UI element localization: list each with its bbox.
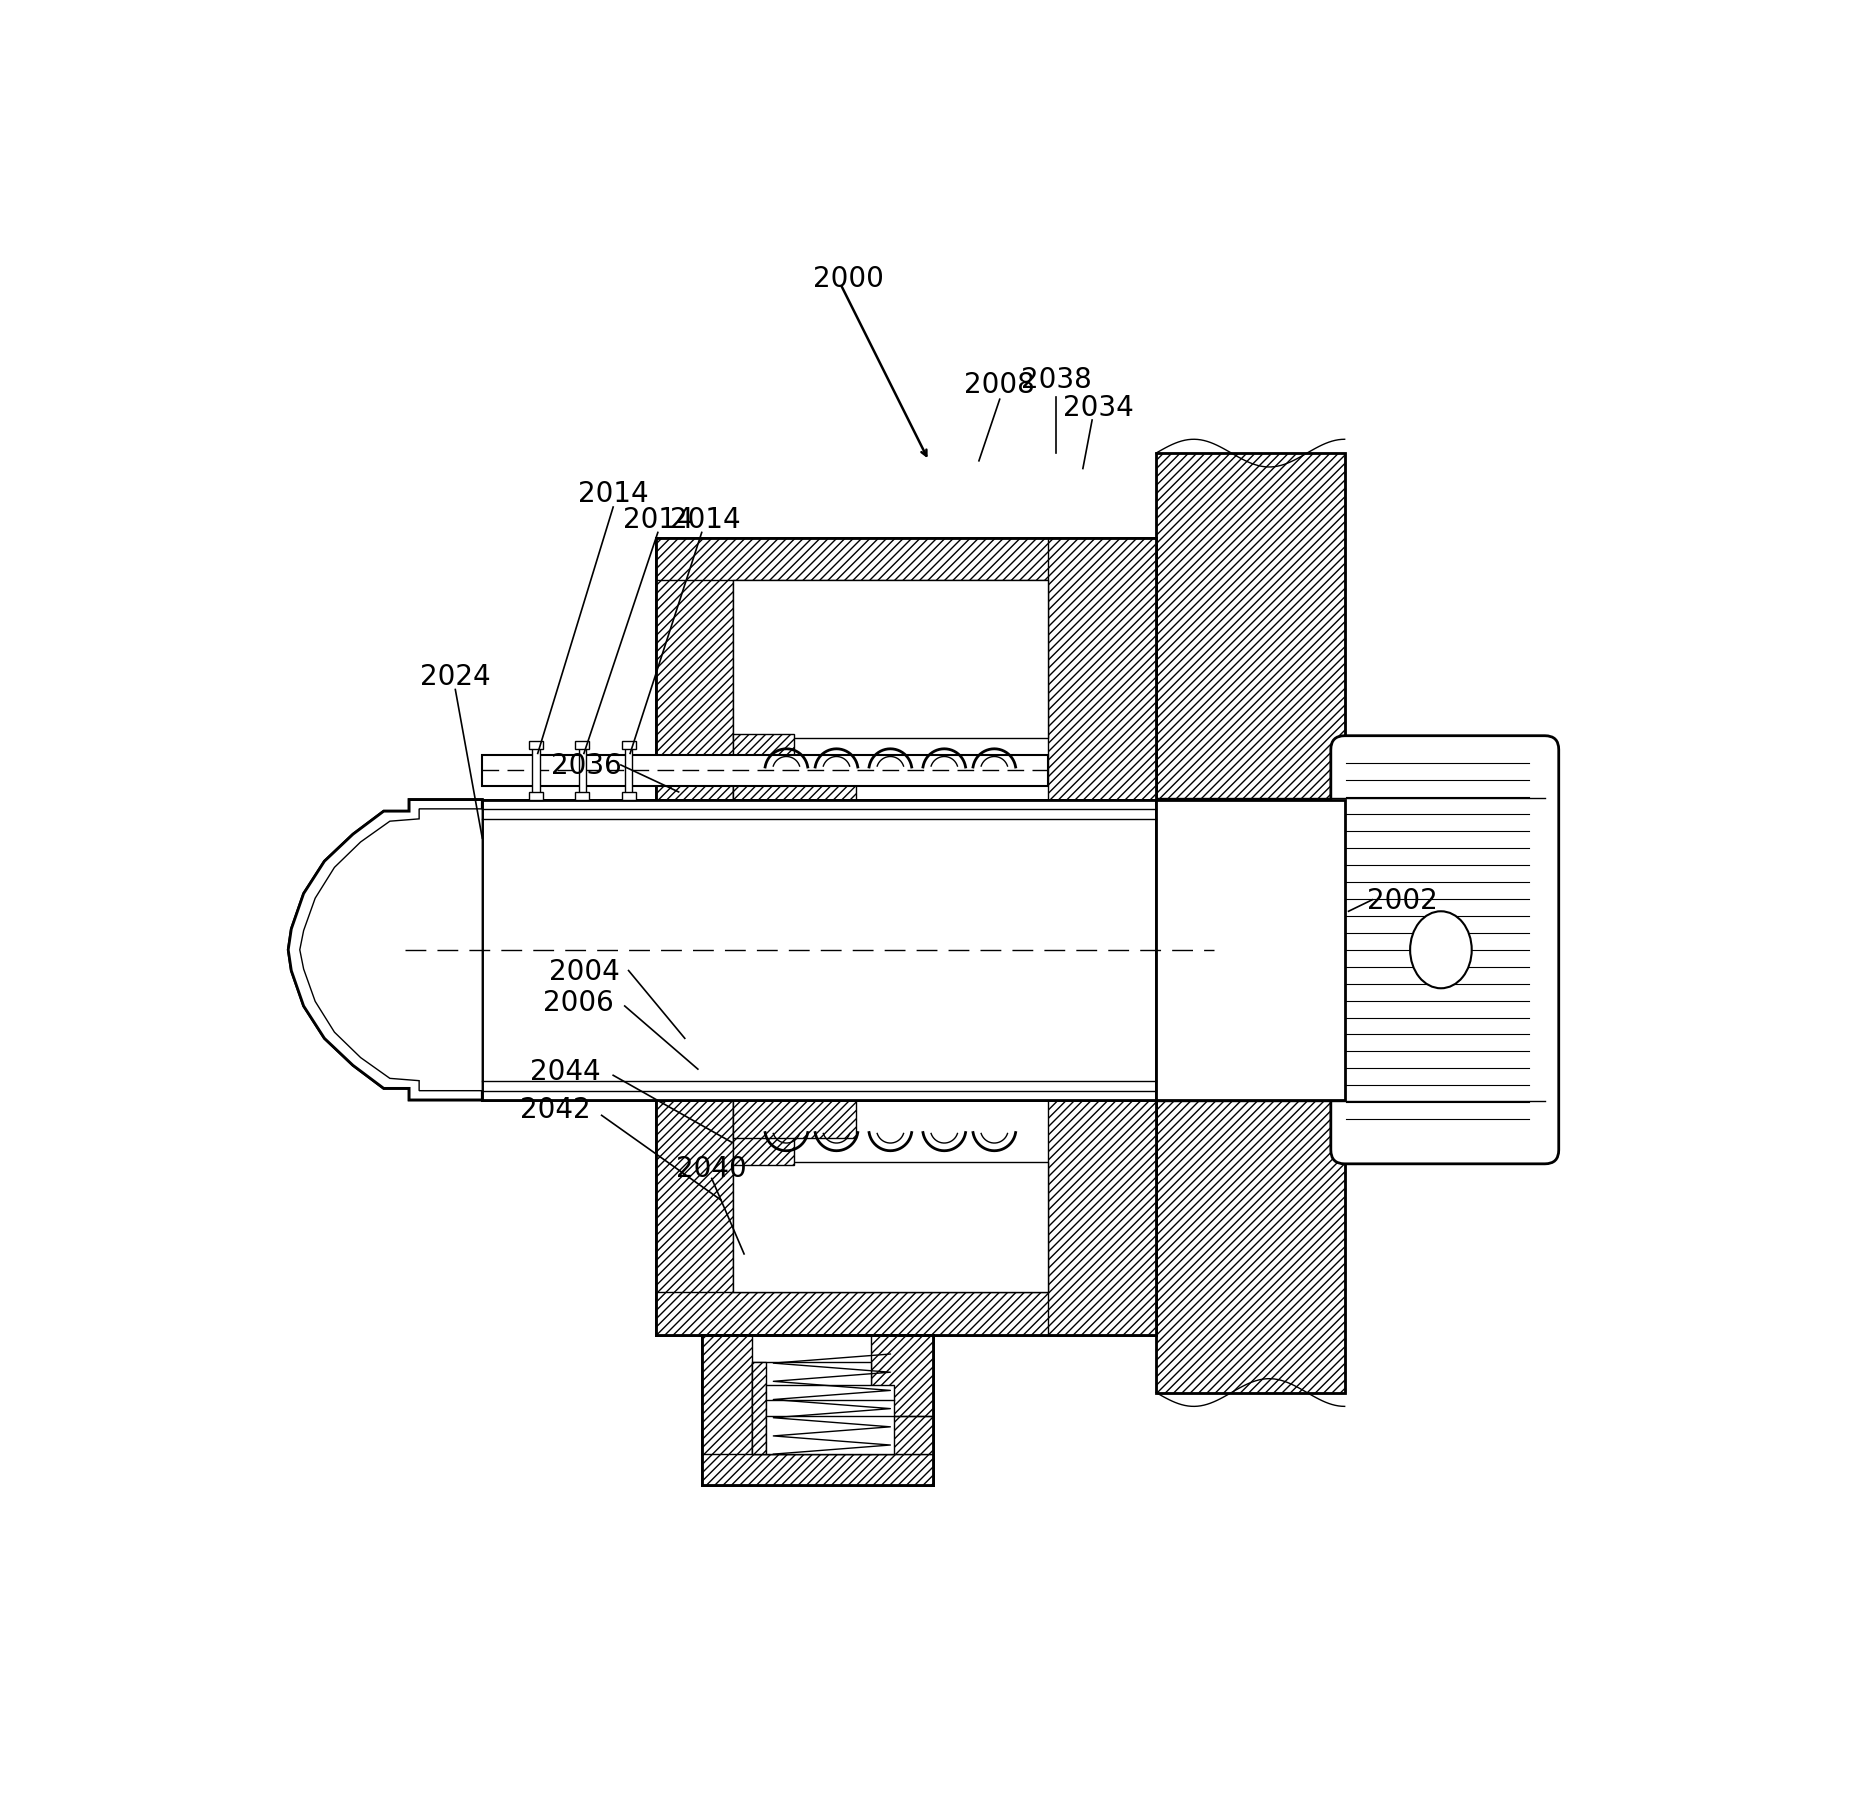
Bar <box>1049 538 1156 801</box>
FancyBboxPatch shape <box>1330 735 1560 1164</box>
Bar <box>655 1100 1156 1335</box>
Bar <box>733 1100 857 1138</box>
Bar <box>733 735 794 801</box>
Bar <box>575 793 590 801</box>
Polygon shape <box>289 801 483 1100</box>
Text: 2044: 2044 <box>531 1057 601 1086</box>
Bar <box>483 801 1156 1100</box>
Text: 2036: 2036 <box>551 752 622 779</box>
Bar <box>655 1100 733 1335</box>
Bar <box>655 1292 1156 1335</box>
Bar <box>1049 1100 1156 1335</box>
Polygon shape <box>289 801 483 1100</box>
Text: 2002: 2002 <box>1367 885 1437 914</box>
Text: 2004: 2004 <box>549 958 620 985</box>
Bar <box>1156 1100 1345 1393</box>
Text: 2008: 2008 <box>964 370 1036 399</box>
Bar <box>622 741 636 750</box>
Text: 2014: 2014 <box>577 481 649 508</box>
Polygon shape <box>289 801 483 1100</box>
Bar <box>1156 454 1345 801</box>
Text: 2034: 2034 <box>1064 394 1134 421</box>
Bar <box>1156 1100 1345 1393</box>
Text: 2000: 2000 <box>814 264 884 293</box>
Polygon shape <box>300 810 483 1091</box>
Text: 2014: 2014 <box>670 506 740 533</box>
Bar <box>751 1362 871 1455</box>
Bar <box>871 1417 932 1455</box>
Bar <box>733 1162 1049 1292</box>
Bar <box>483 755 1049 786</box>
Bar <box>751 1362 766 1455</box>
Bar <box>579 746 586 795</box>
Polygon shape <box>289 801 483 1100</box>
Bar <box>625 746 633 795</box>
Bar <box>766 1384 894 1455</box>
Bar <box>533 746 540 795</box>
Bar <box>529 741 544 750</box>
Bar <box>655 538 733 801</box>
Text: 2042: 2042 <box>520 1095 590 1124</box>
Ellipse shape <box>1410 913 1473 988</box>
Bar <box>529 793 544 801</box>
Bar <box>701 1335 932 1485</box>
Bar <box>1156 454 1345 801</box>
Bar <box>483 801 1156 1100</box>
Text: 2006: 2006 <box>544 988 614 1017</box>
Bar <box>871 1335 932 1485</box>
Bar <box>622 793 636 801</box>
Bar <box>701 1335 751 1485</box>
Polygon shape <box>300 810 483 1091</box>
Text: 2024: 2024 <box>420 663 490 690</box>
Bar <box>733 763 857 801</box>
Bar <box>733 1100 794 1166</box>
Text: 2040: 2040 <box>677 1155 747 1182</box>
Bar <box>575 741 590 750</box>
Bar <box>701 1455 932 1485</box>
Bar <box>733 580 1049 739</box>
Bar <box>1156 801 1345 1100</box>
Bar <box>655 538 1156 801</box>
Bar <box>655 538 1156 580</box>
Text: 2014: 2014 <box>622 506 694 533</box>
Text: 2038: 2038 <box>1021 367 1092 394</box>
